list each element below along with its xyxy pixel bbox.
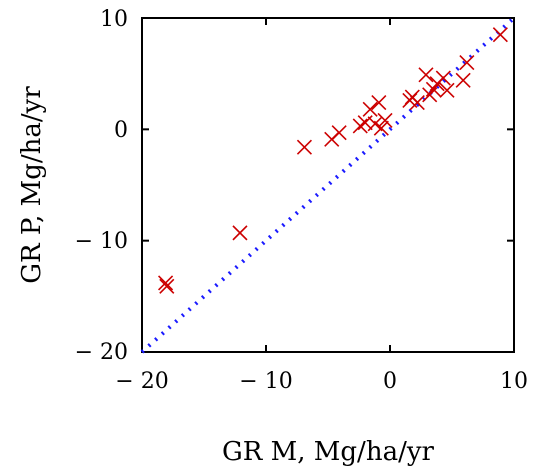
data-point	[159, 278, 175, 294]
data-point	[377, 112, 393, 128]
data-point	[455, 72, 471, 88]
data-point	[409, 95, 425, 111]
data-point-stroke	[373, 120, 389, 136]
y-tick-label: 0	[114, 118, 128, 143]
data-point-stroke	[296, 139, 313, 155]
data-point	[459, 54, 475, 71]
x-tick-label: 10	[500, 369, 528, 394]
data-point-stroke	[439, 82, 455, 98]
data-point	[296, 139, 313, 155]
data-point	[352, 118, 368, 134]
data-point-stroke	[459, 54, 475, 71]
data-point	[439, 82, 455, 98]
data-point-stroke	[362, 101, 378, 117]
data-point-stroke	[159, 278, 175, 294]
data-points	[157, 27, 508, 294]
data-point	[232, 225, 248, 241]
axis-ticks	[141, 17, 515, 353]
data-point	[367, 116, 383, 132]
data-point-stroke	[455, 72, 471, 88]
identity-line	[140, 16, 516, 354]
data-point-stroke	[367, 116, 383, 132]
x-tick-label: − 20	[115, 369, 168, 394]
y-tick-label: − 20	[75, 340, 128, 365]
data-point	[157, 275, 174, 291]
y-tick-label: 10	[100, 7, 128, 32]
data-point-stroke	[157, 275, 174, 291]
plot-frame	[141, 17, 515, 353]
data-point-stroke	[435, 70, 451, 86]
data-point-stroke	[377, 112, 393, 128]
data-point	[362, 101, 378, 117]
data-point	[492, 27, 508, 43]
y-axis-label: GR P, Mg/ha/yr	[17, 86, 47, 284]
data-point-stroke	[409, 95, 425, 111]
data-point	[331, 125, 347, 141]
data-point-stroke	[492, 27, 508, 43]
data-point-stroke	[232, 225, 248, 241]
y-tick-label: − 10	[75, 229, 128, 254]
data-point-stroke	[331, 125, 347, 141]
x-tick-label: − 10	[239, 369, 292, 394]
data-point	[371, 95, 387, 111]
data-point	[435, 70, 451, 86]
x-tick-label: 0	[383, 369, 397, 394]
identity-line-segment	[140, 16, 516, 354]
data-point-stroke	[418, 67, 434, 83]
data-point	[418, 67, 434, 83]
x-axis-label: GR M, Mg/ha/yr	[222, 437, 434, 467]
data-point-stroke	[371, 95, 387, 111]
data-point	[373, 120, 389, 136]
